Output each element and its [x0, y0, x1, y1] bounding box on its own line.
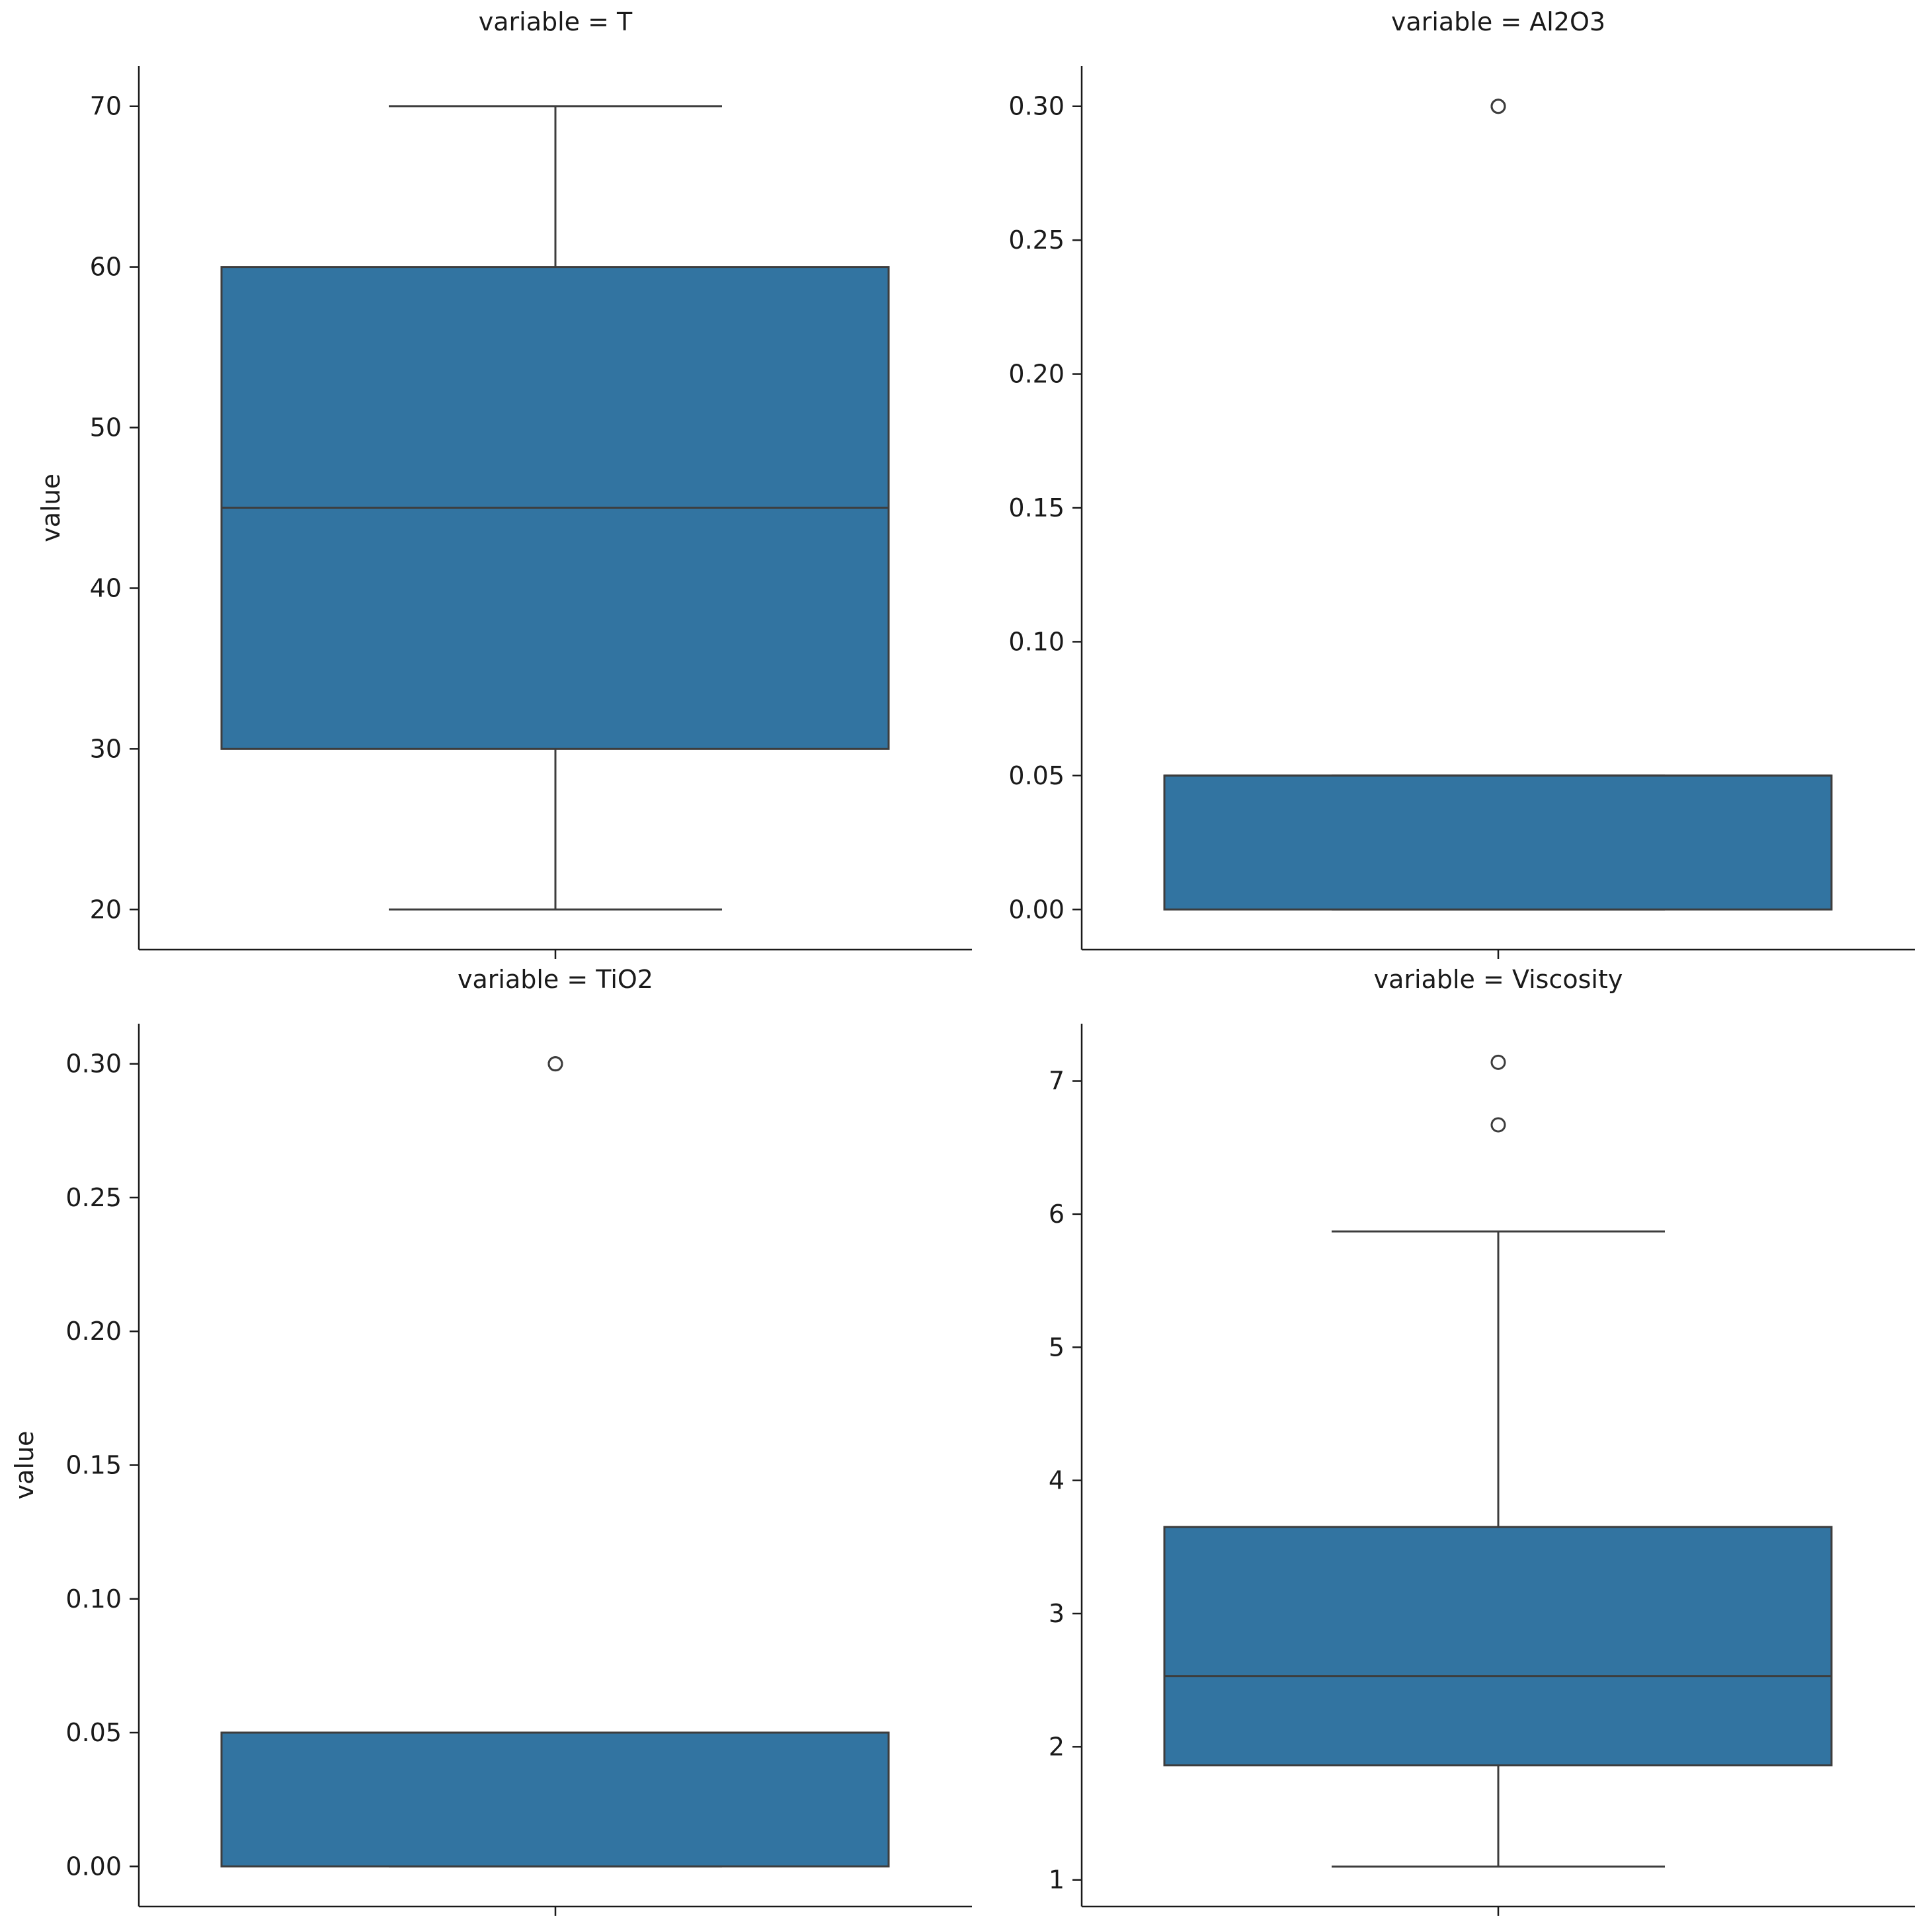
y-tick-label: 1	[1049, 1866, 1065, 1895]
y-tick-label: 0.20	[65, 1317, 122, 1346]
y-tick-label: 0.00	[1008, 895, 1065, 924]
y-tick-label: 0.30	[65, 1049, 122, 1079]
y-tick-label: 4	[1049, 1466, 1065, 1495]
y-tick-label: 0.10	[1008, 627, 1065, 656]
y-tick-label: 3	[1049, 1599, 1065, 1628]
y-tick-label: 0.05	[65, 1718, 122, 1747]
y-tick-label: 40	[90, 573, 122, 602]
y-tick-label: 0.30	[1008, 92, 1065, 121]
y-tick-label: 0.15	[1008, 493, 1065, 522]
y-tick-label: 0.00	[65, 1852, 122, 1881]
y-tick-label: 20	[90, 895, 122, 924]
facet-title: variable = TiO2	[458, 965, 653, 994]
facet-panel-4: variable = Viscosity 1 2 3 4 5 6 7	[1049, 965, 1915, 1916]
outlier-point	[1490, 1054, 1506, 1070]
box-iqr	[1163, 774, 1833, 911]
box-iqr	[1163, 1526, 1833, 1767]
y-tick-label: 0.05	[1008, 761, 1065, 790]
y-tick-label: 6	[1049, 1200, 1065, 1229]
y-tick-label: 5	[1049, 1333, 1065, 1362]
y-tick-label: 0.15	[65, 1451, 122, 1480]
facet-panel-3: variable = TiO2 value 0.00 0.05 0.10 0.15 0.20…	[10, 965, 972, 1916]
y-tick-label: 30	[90, 734, 122, 763]
y-tick-label: 2	[1049, 1732, 1065, 1761]
facet-panel-2: variable = Al2O3 0.00 0.05 0.10 0.15 0.20 0.25…	[1008, 7, 1915, 959]
facet-panel-1: variable = T value 20 30 40 50 60 70	[36, 7, 972, 959]
y-tick-label: 60	[90, 253, 122, 282]
y-tick-label: 50	[90, 413, 122, 442]
y-axis-label: value	[10, 1431, 39, 1500]
facet-title: variable = Viscosity	[1374, 965, 1623, 994]
y-tick-label: 0.25	[1008, 226, 1065, 255]
outlier-point	[1490, 1117, 1506, 1133]
y-axis-label: value	[36, 473, 65, 542]
outlier-point	[547, 1056, 563, 1072]
y-tick-label: 7	[1049, 1067, 1065, 1096]
facet-title: variable = Al2O3	[1391, 7, 1605, 36]
y-tick-label: 0.25	[65, 1183, 122, 1212]
y-tick-label: 70	[90, 92, 122, 121]
box-iqr	[220, 1731, 890, 1867]
y-tick-label: 0.20	[1008, 360, 1065, 389]
facet-title: variable = T	[479, 7, 633, 36]
y-tick-label: 0.10	[65, 1584, 122, 1614]
outlier-point	[1490, 99, 1506, 114]
